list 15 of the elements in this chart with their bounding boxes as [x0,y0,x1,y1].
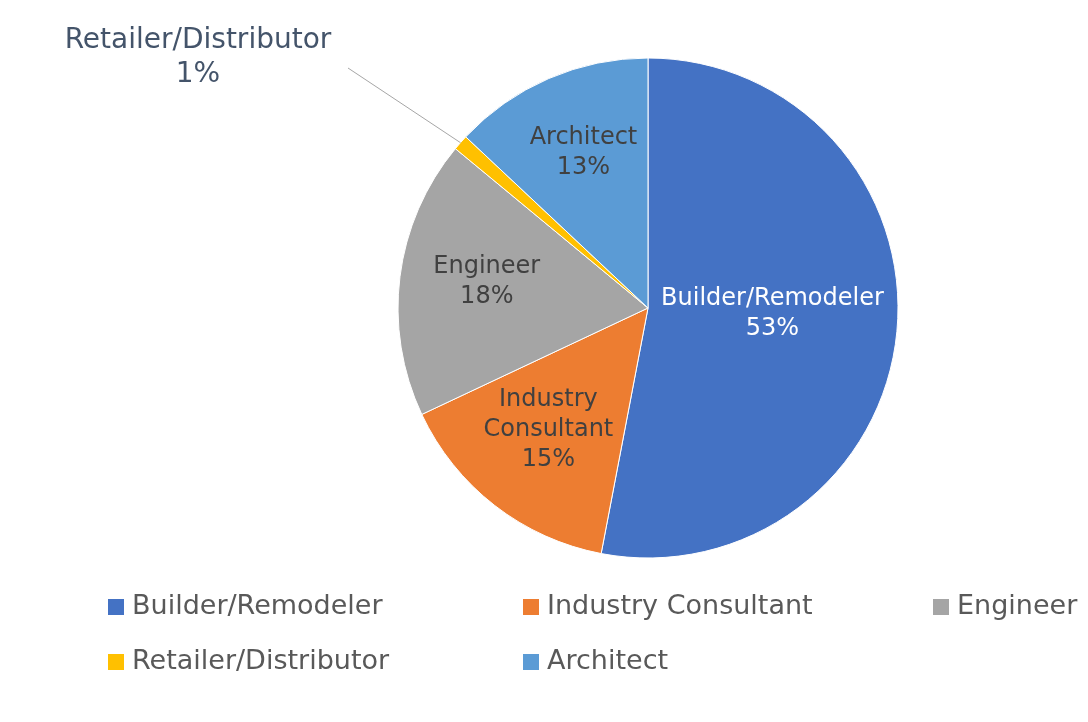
slice-label: Engineer [433,250,541,279]
legend-label: Industry Consultant [547,589,813,620]
slice-label: Architect [529,121,638,150]
legend-label: Builder/Remodeler [132,589,384,620]
slice-label: Builder/Remodeler [661,282,884,311]
data-label: 1% [175,56,221,89]
data-label: 13% [556,151,611,180]
legend-label: Architect [547,644,669,675]
data-label: 53% [745,312,800,341]
data-label: 15% [521,444,576,473]
data-label: 18% [460,280,514,309]
slice-label: Industry Consultant [483,384,614,443]
legend-label: Retailer/Distributor [132,644,391,675]
slice-label: Retailer/Distributor [64,22,332,55]
legend-label: Engineer [957,589,1079,620]
